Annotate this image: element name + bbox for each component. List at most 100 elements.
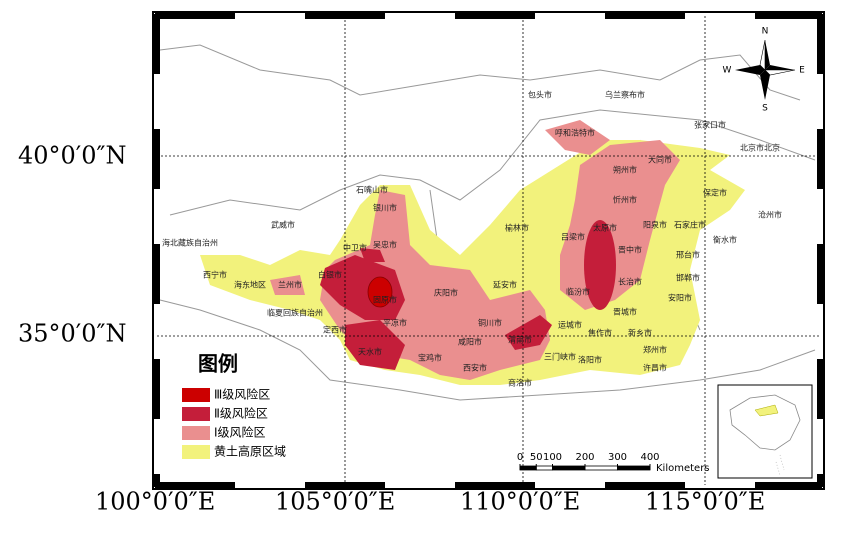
- legend-label: Ⅰ级风险区: [214, 425, 266, 440]
- inset-map: [717, 384, 813, 479]
- legend-title: 图例: [198, 352, 238, 376]
- city-label: 中卫市: [343, 243, 367, 253]
- city-label: 海北藏族自治州: [162, 238, 218, 248]
- city-label: 天水市: [358, 347, 382, 357]
- lon-label: 100°0′0″E: [95, 488, 215, 516]
- graticule-lines: [157, 16, 820, 485]
- city-label: 海东地区: [234, 280, 266, 290]
- risk-area: [360, 248, 385, 262]
- lon-label: 105°0′0″E: [275, 488, 395, 516]
- scale-label: 200: [575, 452, 594, 463]
- risk-level-3: [367, 276, 393, 308]
- risk-area: [505, 315, 552, 350]
- city-label: 西宁市: [203, 270, 227, 280]
- city-label: 沧州市: [758, 210, 782, 220]
- scale-label: 400: [640, 452, 659, 463]
- city-label: 邯郸市: [676, 273, 700, 283]
- city-label: 固原市: [373, 295, 397, 305]
- city-label: 衡水市: [713, 235, 737, 245]
- compass-s: S: [762, 104, 768, 114]
- city-label: 张家口市: [694, 120, 726, 130]
- lon-label: 110°0′0″E: [460, 488, 580, 516]
- city-label: 朔州市: [613, 165, 637, 175]
- city-label: 乌兰察布市: [605, 90, 645, 100]
- city-label: 延安市: [493, 280, 517, 290]
- city-label: 渭南市: [508, 335, 532, 345]
- city-label: 洛阳市: [578, 355, 602, 365]
- scale-segment: [552, 465, 586, 471]
- scale-label: 0: [517, 452, 523, 463]
- city-label: 榆林市: [505, 223, 529, 233]
- lat-label: 40°0′0″N: [18, 142, 127, 170]
- city-label: 呼和浩特市: [555, 128, 595, 138]
- city-label: 邢台市: [676, 250, 700, 260]
- compass: N S W E: [723, 27, 806, 114]
- city-label: 吴忠市: [373, 240, 397, 250]
- risk-level-2: [320, 220, 616, 370]
- legend-swatch: [182, 426, 210, 440]
- risk-area: [545, 120, 610, 155]
- city-label: 包头市: [528, 90, 552, 100]
- city-label: 焦作市: [588, 328, 612, 338]
- city-label: 忻州市: [613, 195, 637, 205]
- risk-area: [345, 320, 405, 370]
- scale-label: 100: [543, 452, 562, 463]
- risk-area: [584, 220, 616, 310]
- city-label: 郑州市: [643, 345, 667, 355]
- legend-label: Ⅱ级风险区: [214, 406, 268, 421]
- legend-swatch: [182, 388, 210, 402]
- legend-swatch: [182, 407, 210, 421]
- city-label: 临汾市: [566, 287, 590, 297]
- city-label: 西安市: [463, 363, 487, 373]
- city-label: 阳泉市: [643, 220, 667, 230]
- scale-segment: [519, 465, 537, 471]
- city-label: 商洛市: [508, 378, 532, 388]
- scale-segment: [617, 465, 651, 471]
- scale-segment: [535, 465, 553, 471]
- city-label: 白银市: [318, 270, 342, 280]
- lat-label: 35°0′0″N: [18, 320, 127, 348]
- city-label: 保定市: [703, 188, 727, 198]
- city-label: 太原市: [593, 223, 617, 233]
- city-label: 武威市: [271, 220, 295, 230]
- city-label: 定西市: [323, 325, 347, 335]
- city-label: 银川市: [373, 203, 397, 213]
- city-label: 长治市: [618, 277, 642, 287]
- scale-segment: [584, 465, 618, 471]
- city-label: 晋中市: [618, 245, 642, 255]
- risk-area: [270, 275, 305, 295]
- city-label: 宝鸡市: [418, 353, 442, 363]
- city-label: 运城市: [558, 320, 582, 330]
- city-label: 兰州市: [278, 280, 302, 290]
- city-label: 石嘴山市: [356, 185, 388, 195]
- scale-unit: Kilometers: [656, 463, 710, 474]
- city-label: 北京市北京: [740, 143, 780, 153]
- city-label: 许昌市: [643, 363, 667, 373]
- city-label: 临夏回族自治州: [267, 308, 323, 318]
- city-label: 大同市: [648, 155, 672, 165]
- frame-bands: [154, 13, 823, 488]
- city-label: 安阳市: [668, 293, 692, 303]
- city-label: 咸阳市: [458, 337, 482, 347]
- city-label: 晋城市: [613, 307, 637, 317]
- city-label: 石家庄市: [674, 220, 706, 230]
- lon-label: 115°0′0″E: [645, 488, 765, 516]
- legend-swatch: [182, 445, 210, 459]
- city-label: 吕梁市: [561, 232, 585, 242]
- city-label: 庆阳市: [434, 288, 458, 298]
- compass-w: W: [723, 66, 732, 76]
- city-label: 平凉市: [383, 318, 407, 328]
- city-label: 铜川市: [478, 318, 502, 328]
- legend-label: 黄土高原区域: [214, 444, 286, 459]
- scale-label: 300: [608, 452, 627, 463]
- scale-label: 50: [530, 452, 543, 463]
- city-label: 三门峡市: [544, 352, 576, 362]
- legend-label: Ⅲ级风险区: [214, 387, 270, 402]
- compass-e: E: [799, 66, 805, 76]
- city-label: 新乡市: [628, 328, 652, 338]
- compass-n: N: [762, 27, 769, 37]
